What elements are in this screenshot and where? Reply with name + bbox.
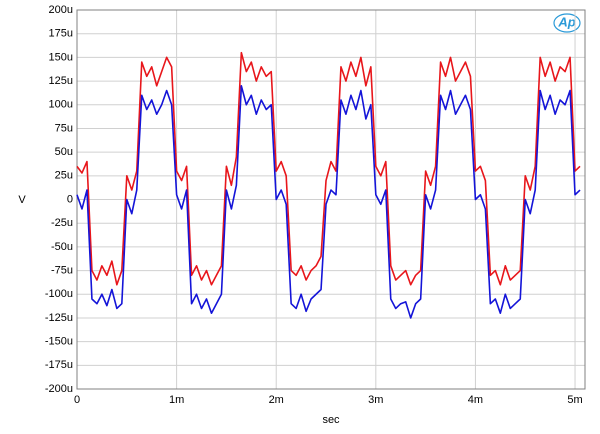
y-tick-label: 50u (55, 146, 73, 158)
x-tick-label: 5m (567, 394, 582, 406)
y-tick-label: 25u (55, 170, 73, 182)
y-tick-label: 125u (49, 75, 73, 87)
x-axis-label: sec (322, 414, 340, 426)
x-tick-label: 2m (269, 394, 284, 406)
series-line (76, 51, 581, 286)
y-tick-label: 175u (49, 28, 73, 40)
series-line (76, 85, 581, 319)
x-tick-label: 4m (468, 394, 483, 406)
y-tick-label: -75u (51, 264, 73, 276)
y-tick-label: -100u (45, 288, 73, 300)
y-tick-label: -25u (51, 217, 73, 229)
y-tick-label: 150u (49, 51, 73, 63)
x-tick-label: 3m (368, 394, 383, 406)
y-tick-label: -50u (51, 241, 73, 253)
y-tick-label: 200u (49, 4, 73, 16)
y-tick-label: -175u (45, 359, 73, 371)
y-tick-label: -125u (45, 312, 73, 324)
y-tick-label: -150u (45, 336, 73, 348)
y-tick-label: 0 (67, 193, 73, 205)
x-tick-label: 1m (169, 394, 184, 406)
plot-frame (76, 9, 586, 390)
y-tick-label: -200u (45, 383, 73, 395)
y-tick-label: 100u (49, 99, 73, 111)
x-tick-label: 0 (74, 394, 80, 406)
y-axis-label: V (18, 194, 26, 206)
y-tick-label: 75u (55, 122, 73, 134)
logo: Ap (557, 14, 575, 29)
logo-ring (553, 13, 581, 33)
